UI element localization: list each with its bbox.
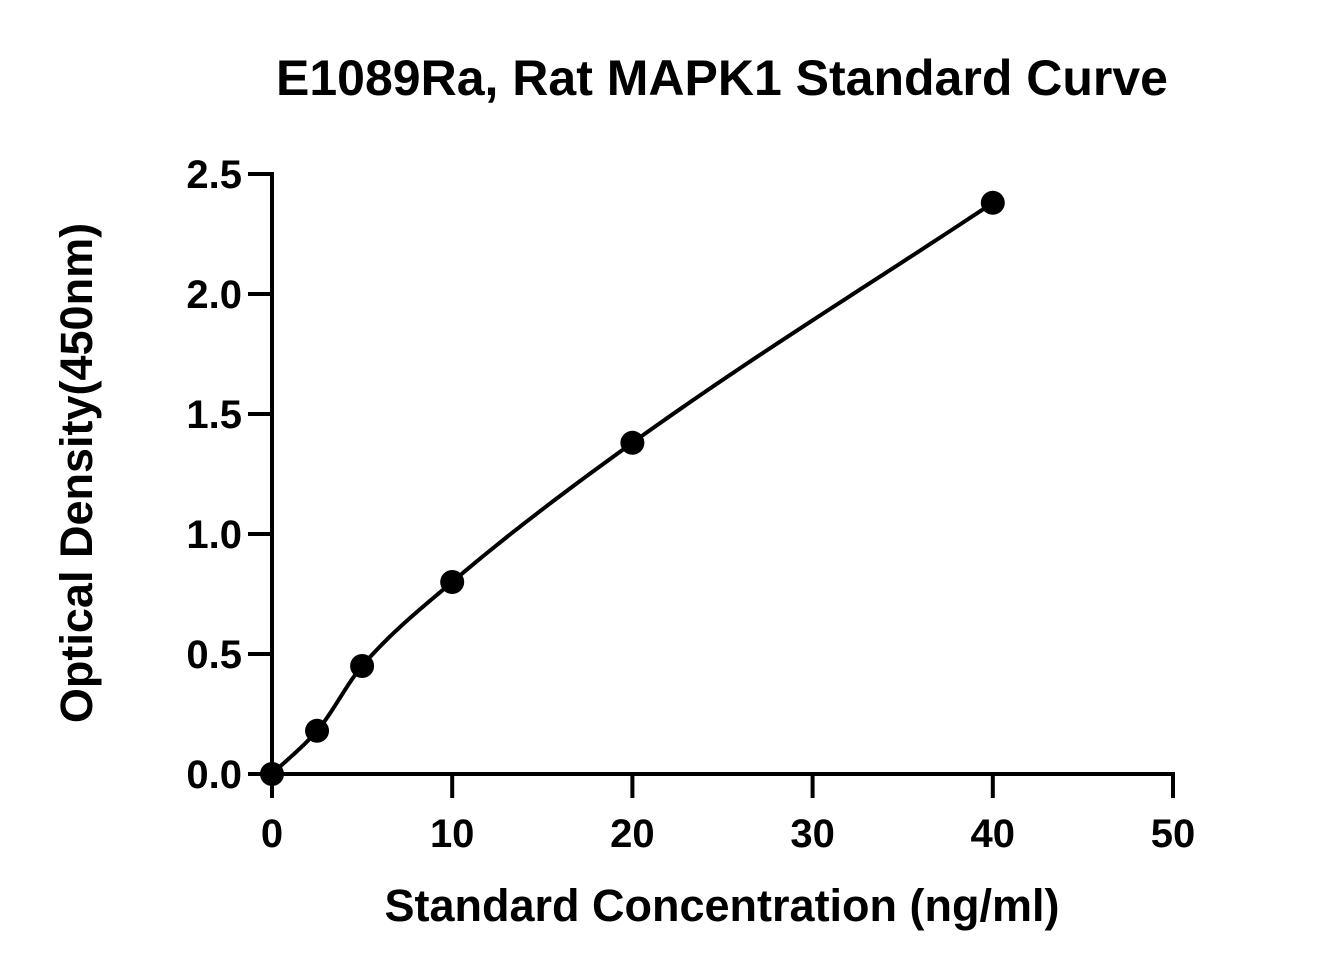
x-tick-label: 30: [790, 812, 835, 856]
x-tick-label: 50: [1151, 812, 1196, 856]
data-point: [350, 654, 375, 678]
x-tick-label: 10: [430, 812, 475, 856]
y-tick-label: 2.5: [186, 153, 242, 197]
data-point: [260, 762, 284, 786]
fit-curve: [270, 201, 994, 776]
y-tick-label: 1.0: [186, 513, 242, 557]
x-axis-title: Standard Concentration (ng/ml): [385, 880, 1060, 931]
data-point: [620, 430, 645, 455]
y-tick-label: 1.5: [186, 393, 242, 437]
y-tick-label: 0.5: [186, 633, 242, 677]
x-tick-label: 20: [610, 812, 655, 856]
data-point: [305, 718, 330, 743]
data-point: [440, 570, 465, 594]
y-axis-title: Optical Density(450nm): [51, 223, 102, 723]
data-point: [980, 190, 1005, 215]
chart-title: E1089Ra, Rat MAPK1 Standard Curve: [276, 50, 1168, 106]
fit-curve-layer: [270, 201, 994, 776]
data-points-layer: [260, 190, 1005, 786]
y-tick-label: 0.0: [186, 753, 242, 797]
x-tick-label: 40: [971, 812, 1016, 856]
x-tick-label: 0: [261, 812, 283, 856]
y-tick-label: 2.0: [186, 273, 242, 317]
axes: 0.0 0.5 1.0 1.5 2.0 2.5 0 10 20 30 40 50: [186, 153, 1195, 856]
